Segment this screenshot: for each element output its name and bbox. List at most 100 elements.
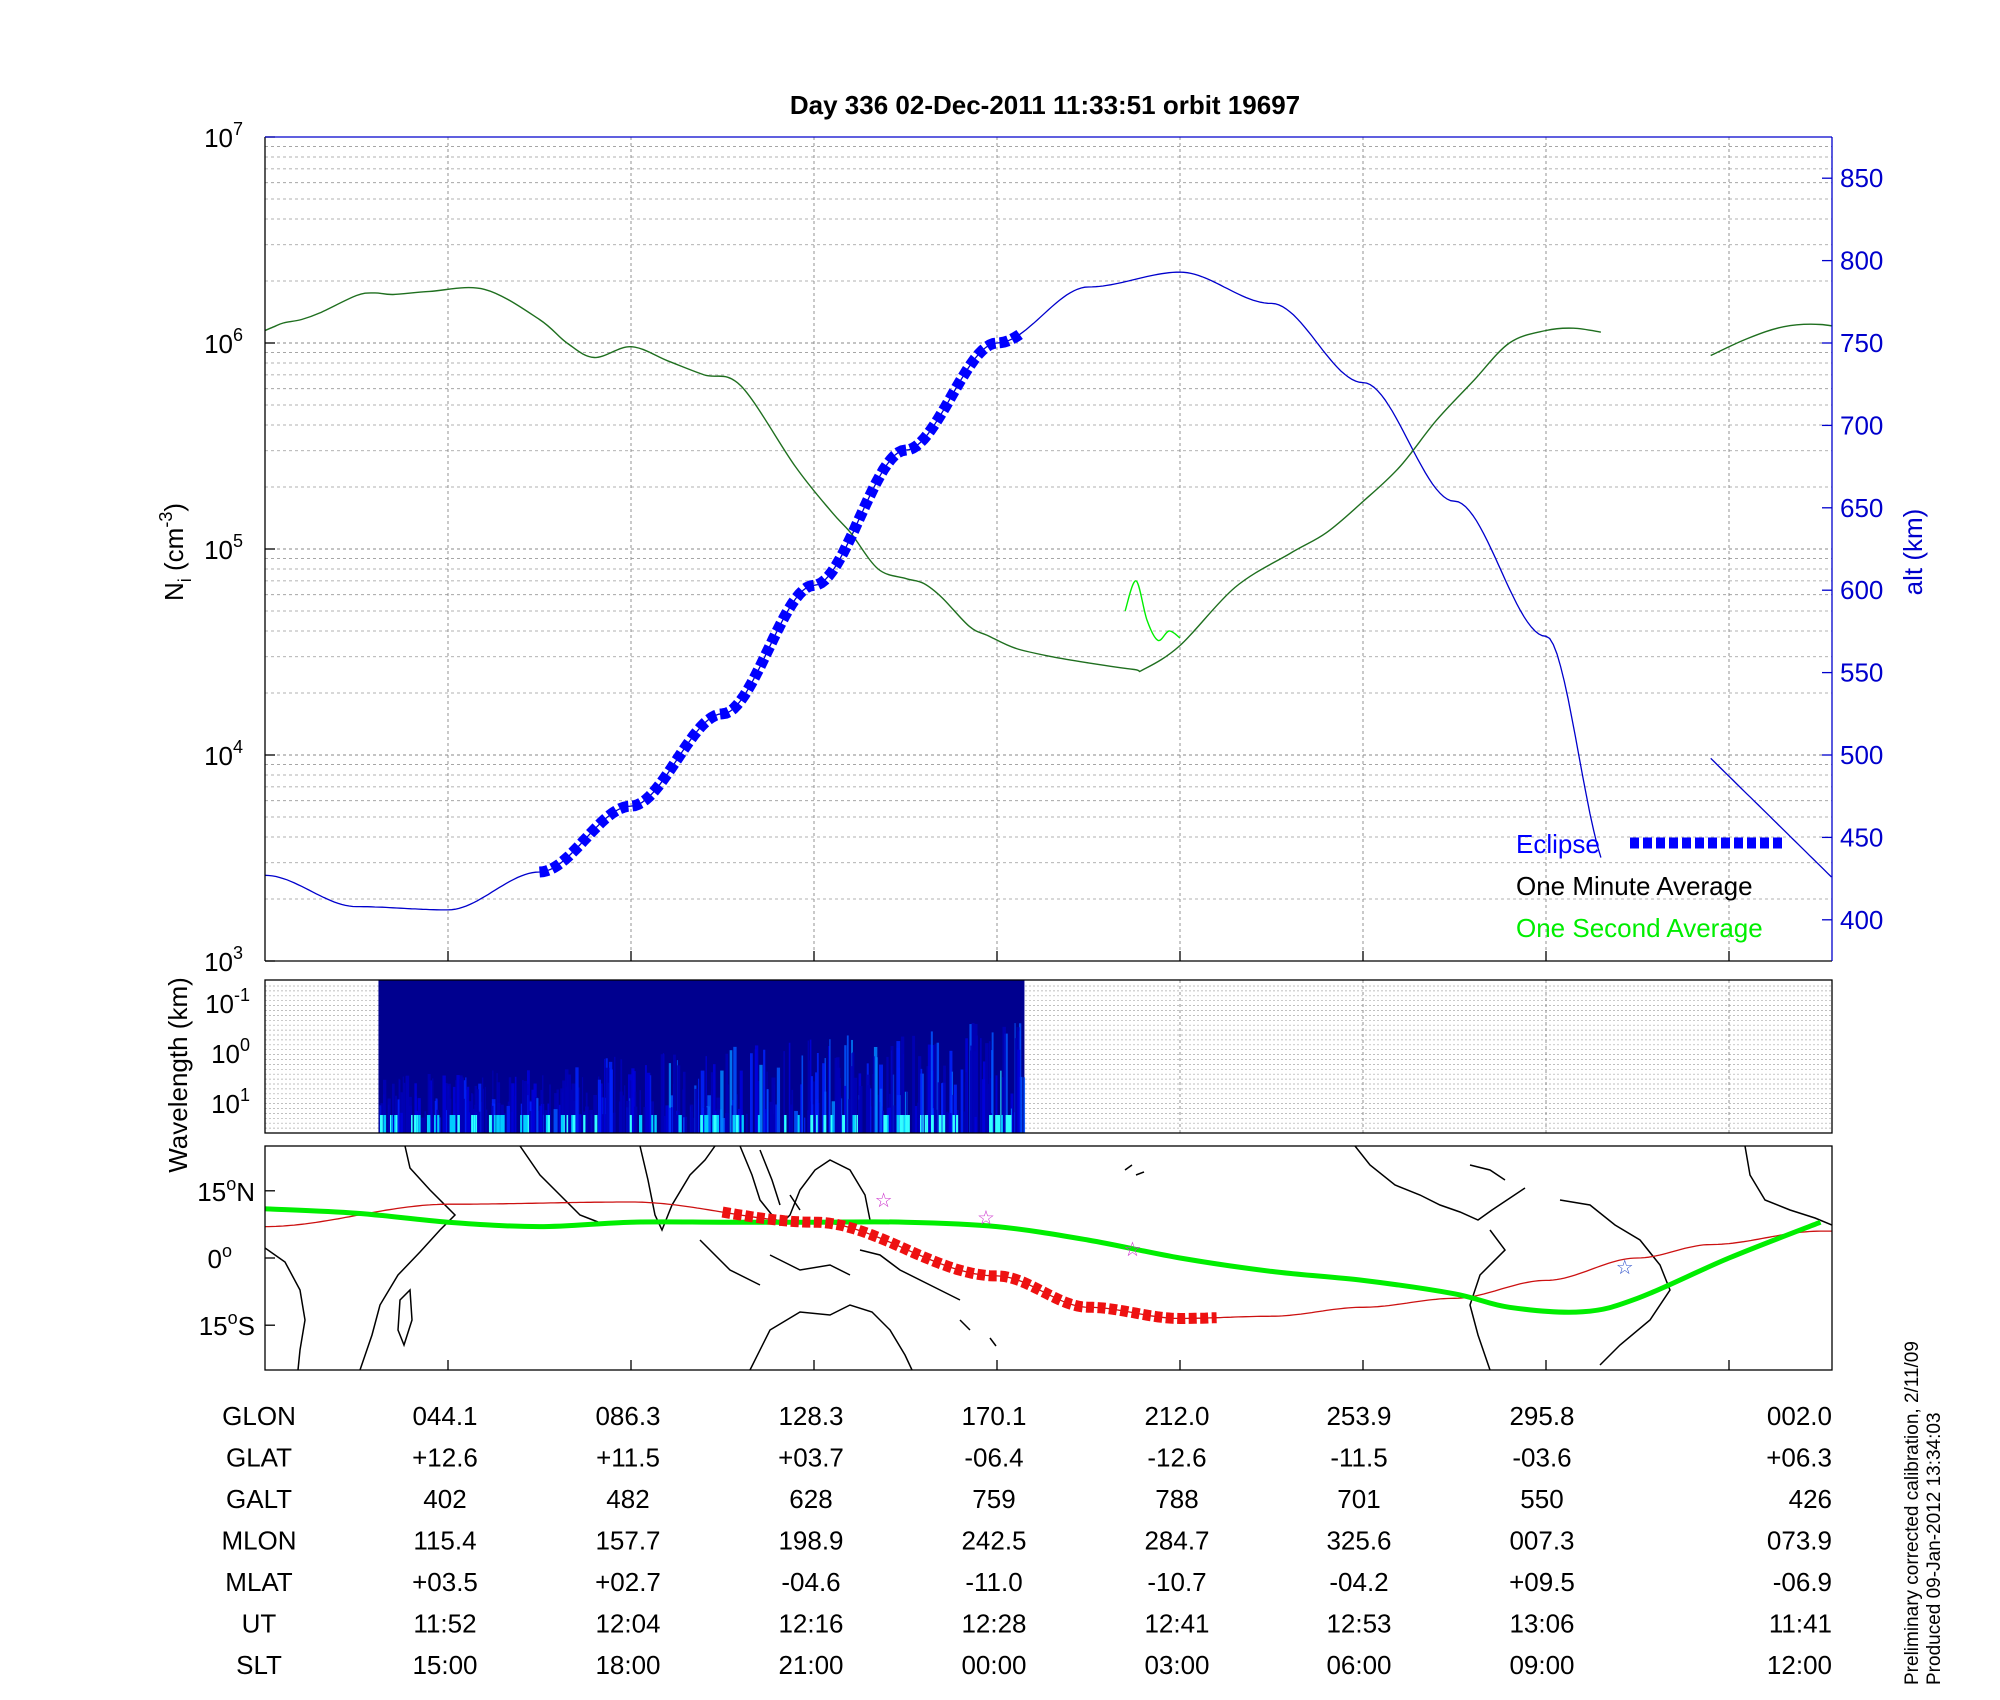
spectrogram-streak xyxy=(759,1064,763,1133)
table-cell: 21:00 xyxy=(778,1650,843,1680)
spectrogram-bright-streak xyxy=(520,1115,523,1133)
map-star-markers: ☆ ☆ ☆ ☆ xyxy=(875,1190,1634,1279)
spectrogram-streak xyxy=(801,1055,804,1133)
spectrogram-streak xyxy=(575,1067,579,1133)
spectrogram-streak xyxy=(736,1094,738,1133)
one-minute-average-line xyxy=(1710,323,1832,357)
spectrogram-bright-streak xyxy=(389,1115,392,1133)
spectrogram-streak xyxy=(405,1075,410,1133)
density-y-tick-label: 103 xyxy=(204,943,243,977)
spectrogram-streak xyxy=(466,1086,470,1133)
spectrogram-streak xyxy=(452,1086,456,1133)
spectrogram-bright-streak xyxy=(488,1115,492,1133)
coastline-west-africa xyxy=(1744,1146,1832,1226)
spectrogram-streak xyxy=(531,1089,535,1133)
spectrogram-bright-streak xyxy=(732,1115,736,1133)
spectrogram-streak xyxy=(724,1113,729,1133)
spectrogram-streak xyxy=(879,1088,883,1133)
spectrogram-streak xyxy=(491,1099,496,1133)
table-cell: 426 xyxy=(1789,1484,1832,1514)
coastline-madagascar xyxy=(397,1288,413,1348)
spectrogram-streak xyxy=(771,1077,776,1133)
table-cell: 198.9 xyxy=(778,1526,843,1556)
spectrogram-bright-streak xyxy=(449,1115,453,1133)
spectrogram-bright-streak xyxy=(830,1115,833,1133)
spectrogram-streak xyxy=(672,1084,674,1133)
table-cell: 09:00 xyxy=(1509,1650,1574,1680)
altitude-y2-tick-label: 700 xyxy=(1840,410,1883,440)
table-cell: 128.3 xyxy=(778,1401,843,1431)
spectrogram-streak xyxy=(564,1069,569,1133)
spectrogram-streak xyxy=(952,1094,955,1133)
table-cell: 12:00 xyxy=(1767,1650,1832,1680)
spectrogram-streak xyxy=(665,1105,670,1133)
spectrogram-streak xyxy=(943,1065,946,1133)
spectrogram-streak xyxy=(460,1077,464,1133)
spectrogram-streak xyxy=(481,1101,484,1133)
map-latitude-label: 0o xyxy=(208,1241,232,1274)
coastline-indonesia xyxy=(699,1239,961,1301)
table-row-label: SLT xyxy=(236,1650,282,1680)
table-cell: 12:28 xyxy=(961,1609,1026,1639)
spectrogram-streak xyxy=(478,1083,482,1133)
spectrogram-bright-streak xyxy=(498,1115,500,1133)
table-cell: 788 xyxy=(1155,1484,1198,1514)
density-gridlines xyxy=(265,137,1832,961)
spectrogram-bright-streak xyxy=(897,1115,899,1133)
spectrogram-streak xyxy=(456,1075,460,1133)
density-y-tick-label: 107 xyxy=(204,119,243,153)
altitude-y-axis-label: alt (km) xyxy=(1898,509,1928,596)
table-cell: 11:52 xyxy=(413,1609,476,1639)
footnote-calibration: Preliminary corrected calibration, 2/11/… xyxy=(1902,1341,1923,1685)
spectrogram-bright-streak xyxy=(411,1115,413,1133)
spectrogram-bright-streak xyxy=(823,1115,827,1133)
table-cell: -04.2 xyxy=(1329,1567,1388,1597)
spectrogram-bright-streak xyxy=(566,1115,569,1133)
spectrogram-streak xyxy=(789,1104,793,1133)
spectrogram-bright-streak xyxy=(738,1115,740,1133)
spectrogram-streak xyxy=(671,1107,673,1133)
spectrogram-streak xyxy=(912,1035,916,1133)
spectrogram-bright-streak xyxy=(884,1115,888,1133)
spectrogram-streak xyxy=(772,1114,775,1133)
spectrogram-streak xyxy=(872,1056,875,1133)
spectrogram-streak xyxy=(1017,1049,1021,1133)
spectrogram-streak xyxy=(788,1042,791,1133)
spectrogram-streak xyxy=(420,1117,425,1133)
spectrogram-streak xyxy=(869,1088,872,1133)
spectrogram-streak xyxy=(794,1110,798,1133)
spectrogram-bright-streak xyxy=(997,1115,1000,1133)
spectrogram-bright-streak xyxy=(856,1115,858,1133)
spectrogram-streak xyxy=(971,1022,975,1133)
spectrogram-streak xyxy=(392,1083,395,1133)
spectrogram-streak xyxy=(476,1089,479,1133)
table-row-label: GALT xyxy=(226,1484,292,1514)
coastline-southeast-asia xyxy=(739,1146,871,1227)
spectrogram-streak xyxy=(578,1114,582,1133)
spectrogram-streak xyxy=(749,1053,753,1133)
spectrogram-streak xyxy=(394,1095,398,1133)
table-cell: 073.9 xyxy=(1767,1526,1832,1556)
spectrogram-streak xyxy=(829,1039,831,1133)
spectrogram-bright-streak xyxy=(560,1115,564,1133)
altitude-y2-tick-label: 500 xyxy=(1840,740,1883,770)
spectrogram-streak xyxy=(482,1088,485,1133)
spectrogram-bright-streak xyxy=(816,1115,818,1133)
coastline-africa xyxy=(265,1146,457,1370)
spectrogram-streak xyxy=(613,1056,616,1133)
spectrogram-bright-streak xyxy=(654,1115,657,1133)
chart-title: Day 336 02-Dec-2011 11:33:51 orbit 19697 xyxy=(790,90,1300,120)
spectrogram-streak xyxy=(601,1114,606,1133)
table-cell: 701 xyxy=(1337,1484,1380,1514)
spectrogram-streak xyxy=(581,1077,584,1133)
map-panel: ☆ ☆ ☆ ☆ 15oN 0o 15oS xyxy=(197,1145,1833,1371)
spectrogram-streak xyxy=(402,1076,404,1133)
spectrogram-streak xyxy=(974,1116,977,1133)
spectrogram-streak xyxy=(1018,1076,1023,1133)
spectrogram-streak xyxy=(585,1092,588,1133)
coastline-north-america xyxy=(1354,1146,1526,1221)
spectrogram-streak xyxy=(465,1077,467,1133)
spectrogram-streak xyxy=(698,1078,700,1133)
spectrogram-streak xyxy=(982,1061,986,1133)
map-star-marker: ☆ xyxy=(1616,1257,1634,1279)
